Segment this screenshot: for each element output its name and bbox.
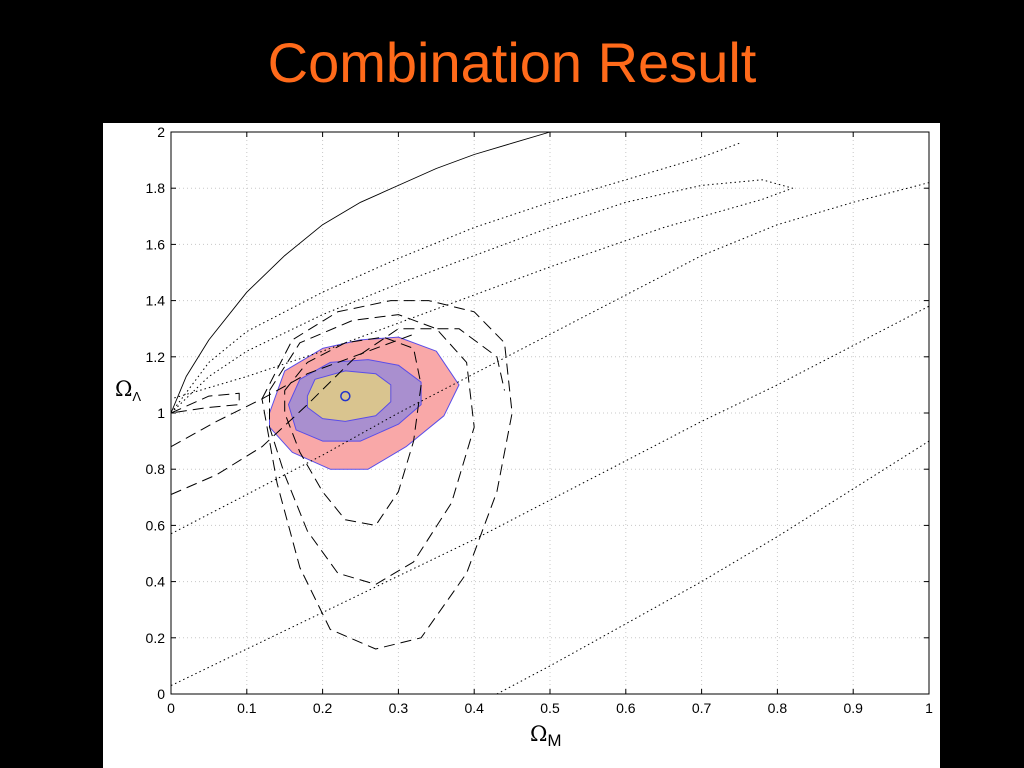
- contour-series-5: [284, 336, 422, 526]
- y-tick-label: 1.6: [146, 236, 166, 252]
- y-tick-label: 0.8: [146, 461, 166, 477]
- contour-series-10: [170, 328, 505, 495]
- x-tick-label: 0.9: [843, 700, 863, 716]
- x-tick-label: 0: [167, 700, 175, 716]
- slide-title: Combination Result: [267, 31, 757, 94]
- contour-series-15: [496, 440, 930, 695]
- x-tick-label: 1: [925, 700, 933, 716]
- axis-label-layer: ΩM ΩΛ: [115, 377, 562, 750]
- y-tick-label: 0.6: [146, 517, 166, 533]
- y-tick-label: 0: [157, 686, 165, 702]
- y-tick-label: 0.2: [146, 630, 166, 646]
- y-tick-label: 2: [157, 124, 165, 140]
- y-tick-label: 1.2: [146, 349, 166, 365]
- y-tick-label: 0.4: [146, 574, 166, 590]
- contour-series-1: [170, 131, 551, 414]
- tick-layer: 0 0.1 0.2 0.3 0.4 0.5 0.6 0.7 0.8 0.9 1 0 0.2 0.4 0.6 0…: [146, 124, 934, 716]
- contour-series-14: [170, 305, 930, 687]
- x-tick-label: 0.4: [464, 700, 484, 716]
- confidence-contour-chart: 0 0.1 0.2 0.3 0.4 0.5 0.6 0.7 0.8 0.9 1 0 0.2 0.4 0.6 0…: [115, 124, 934, 750]
- x-tick-label: 0.7: [692, 700, 712, 716]
- contour-series-11: [170, 142, 740, 414]
- contour-series-6: [269, 314, 475, 585]
- x-tick-label: 0.6: [616, 700, 636, 716]
- contour-series-9: [170, 333, 414, 448]
- x-tick-label: 0.8: [768, 700, 788, 716]
- contour-series-12: [170, 179, 794, 414]
- x-axis-subscript: M: [547, 731, 561, 750]
- y-tick-label: 1.4: [146, 293, 166, 309]
- y-tick-label: 1: [157, 405, 165, 421]
- contour-series-13: [170, 182, 930, 535]
- y-axis-subscript: Λ: [132, 389, 141, 404]
- contour-series-7: [261, 300, 513, 650]
- x-tick-label: 0.1: [237, 700, 257, 716]
- x-tick-label: 0.3: [389, 700, 409, 716]
- x-axis-label: ΩM: [530, 722, 562, 750]
- best-fit-point: [340, 390, 351, 402]
- y-tick-label: 1.8: [146, 180, 166, 196]
- marker-layer: [340, 390, 351, 402]
- x-tick-label: 0.5: [540, 700, 560, 716]
- figure-panel: 0 0.1 0.2 0.3 0.4 0.5 0.6 0.7 0.8 0.9 1 0 0.2 0.4 0.6 0…: [103, 123, 940, 768]
- y-axis-label: ΩΛ: [115, 377, 141, 404]
- contour-series-8: [170, 392, 240, 414]
- x-axis-symbol: Ω: [530, 722, 547, 746]
- x-tick-label: 0.2: [313, 700, 333, 716]
- y-axis-symbol: Ω: [115, 377, 132, 401]
